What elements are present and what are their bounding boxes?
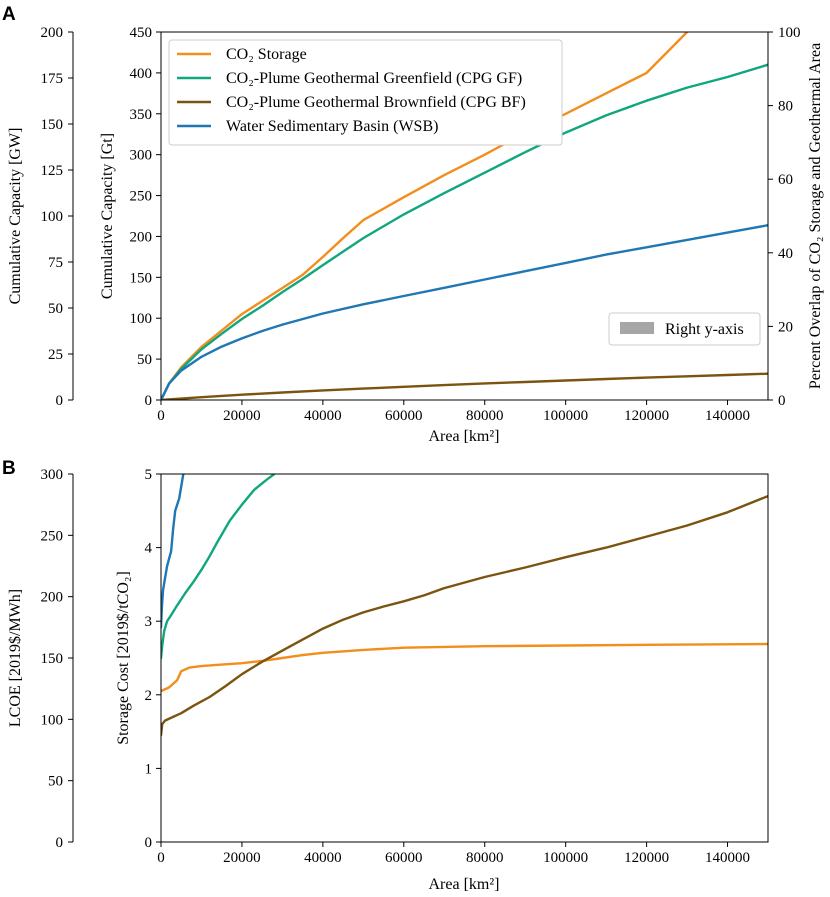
panel-a-outer-axis: 0 25 50 75 100 125 150 175 200	[41, 25, 74, 409]
right-y-tick-label: 40	[778, 246, 793, 262]
inner-y-tick-label: 250	[130, 189, 153, 205]
x-tick-label: 80000	[466, 850, 504, 866]
inner-y-tick-label: 4	[145, 541, 153, 557]
outer-y-tick-label: 150	[41, 651, 64, 667]
x-tick-label: 80000	[466, 408, 504, 424]
outer-y-tick-label: 0	[56, 835, 64, 851]
outer-y-tick-label: 175	[41, 71, 64, 87]
panel-a-inner-ylabel: Cumulative Capacity [Gt]	[99, 133, 116, 299]
inner-y-tick-label: 50	[137, 352, 152, 368]
panel-a-right-ylabel: Percent Overlap of CO₂ Storage and Geoth…	[807, 43, 824, 389]
panel-a-right-legend: Right y-axis	[608, 312, 761, 346]
legend-label-cpg-bf: CO₂-Plume Geothermal Brownfield (CPG BF)	[226, 94, 526, 111]
right-y-tick-label: 80	[778, 99, 793, 115]
outer-y-tick-label: 300	[41, 467, 64, 483]
panel-a-outer-ylabel: Cumulative Capacity [GW]	[7, 128, 24, 305]
inner-y-tick-label: 400	[130, 66, 153, 82]
right-y-tick-label: 60	[778, 172, 793, 188]
x-tick-label: 120000	[624, 408, 669, 424]
outer-y-tick-label: 100	[41, 712, 64, 728]
x-tick-label: 120000	[624, 850, 669, 866]
outer-y-tick-label: 250	[41, 528, 64, 544]
right-legend-label: Right y-axis	[665, 321, 744, 338]
panel-b-series	[161, 474, 768, 737]
inner-y-tick-label: 0	[145, 835, 153, 851]
outer-y-tick-label: 25	[48, 347, 63, 363]
panel-b-outer-axis: 0 50 100 150 200 250 300	[41, 467, 74, 851]
outer-y-tick-label: 150	[41, 117, 64, 133]
x-tick-label: 40000	[304, 850, 342, 866]
inner-y-tick-label: 0	[145, 393, 153, 409]
legend-box	[168, 39, 563, 146]
x-tick-label: 20000	[223, 850, 261, 866]
outer-y-tick-label: 75	[48, 255, 63, 271]
series-line-co2	[161, 642, 768, 693]
inner-y-tick-label: 350	[130, 107, 153, 123]
outer-y-tick-label: 200	[41, 25, 64, 41]
panel-b-x-axis: 0 20000 40000 60000 80000 100000 120000 140000	[157, 842, 750, 866]
series-line-cpg-bf	[161, 494, 768, 737]
right-legend-patch	[620, 322, 654, 334]
panel-a-plot-frame	[160, 31, 769, 401]
inner-y-tick-label: 450	[130, 25, 153, 41]
x-tick-label: 140000	[705, 408, 750, 424]
x-tick-label: 100000	[543, 408, 588, 424]
panel-b-label: B	[2, 458, 16, 479]
x-tick-label: 100000	[543, 850, 588, 866]
legend-label-cpg-gf: CO₂-Plume Geothermal Greenfield (CPG GF)	[226, 70, 522, 87]
x-tick-label: 140000	[705, 850, 750, 866]
x-tick-label: 0	[157, 850, 165, 866]
outer-y-tick-label: 125	[41, 163, 64, 179]
right-y-tick-label: 0	[778, 393, 786, 409]
panel-b-inner-axis: 0 1 2 3 4 5	[145, 467, 161, 851]
panel-a-legend: CO₂ Storage CO₂-Plume Geothermal Greenfi…	[168, 39, 563, 146]
panel-b-inner-ylabel: Storage Cost [2019$/tCO₂]	[115, 571, 132, 745]
inner-y-tick-label: 3	[145, 614, 153, 630]
inner-y-tick-label: 100	[130, 311, 153, 327]
inner-y-tick-label: 150	[130, 270, 153, 286]
panel-a-inner-axis: 0 50 100 150 200 250 300 350 400 450	[130, 25, 161, 409]
legend-label-co2: CO₂ Storage	[226, 46, 307, 63]
right-y-tick-label: 100	[778, 25, 801, 41]
x-tick-label: 60000	[385, 850, 423, 866]
series-line-cpg-gf	[161, 63, 768, 400]
inner-y-tick-label: 5	[145, 467, 153, 483]
panel-b-outer-ylabel: LCOE [2019$/MWh]	[7, 589, 24, 727]
series-line-wsb	[161, 223, 768, 400]
right-legend-box	[608, 312, 761, 346]
outer-y-tick-label: 0	[56, 393, 64, 409]
outer-y-tick-label: 50	[48, 301, 63, 317]
x-tick-label: 0	[157, 408, 165, 424]
panel-a-x-axis: 0 20000 40000 60000 80000 100000 120000 140000	[157, 400, 750, 424]
x-tick-label: 40000	[304, 408, 342, 424]
panel-a-xlabel: Area [km²]	[429, 428, 500, 445]
x-tick-label: 60000	[385, 408, 423, 424]
panel-b-plot-frame	[160, 473, 769, 843]
series-line-wsb	[161, 474, 185, 629]
panel-b-xlabel: Area [km²]	[429, 876, 500, 893]
legend-label-wsb: Water Sedimentary Basin (WSB)	[226, 118, 438, 135]
inner-y-tick-label: 1	[145, 761, 153, 777]
right-y-tick-label: 20	[778, 319, 793, 335]
outer-y-tick-label: 100	[41, 209, 64, 225]
panel-a-right-axis: 0 20 40 60 80 100	[768, 25, 801, 409]
inner-y-tick-label: 300	[130, 148, 153, 164]
outer-y-tick-label: 50	[48, 774, 63, 790]
inner-y-tick-label: 2	[145, 688, 153, 704]
series-line-cpg-gf	[161, 474, 276, 660]
inner-y-tick-label: 200	[130, 229, 153, 245]
panel-a-label: A	[2, 4, 16, 25]
series-line-cpg-bf	[161, 372, 768, 400]
x-tick-label: 20000	[223, 408, 261, 424]
outer-y-tick-label: 200	[41, 590, 64, 606]
